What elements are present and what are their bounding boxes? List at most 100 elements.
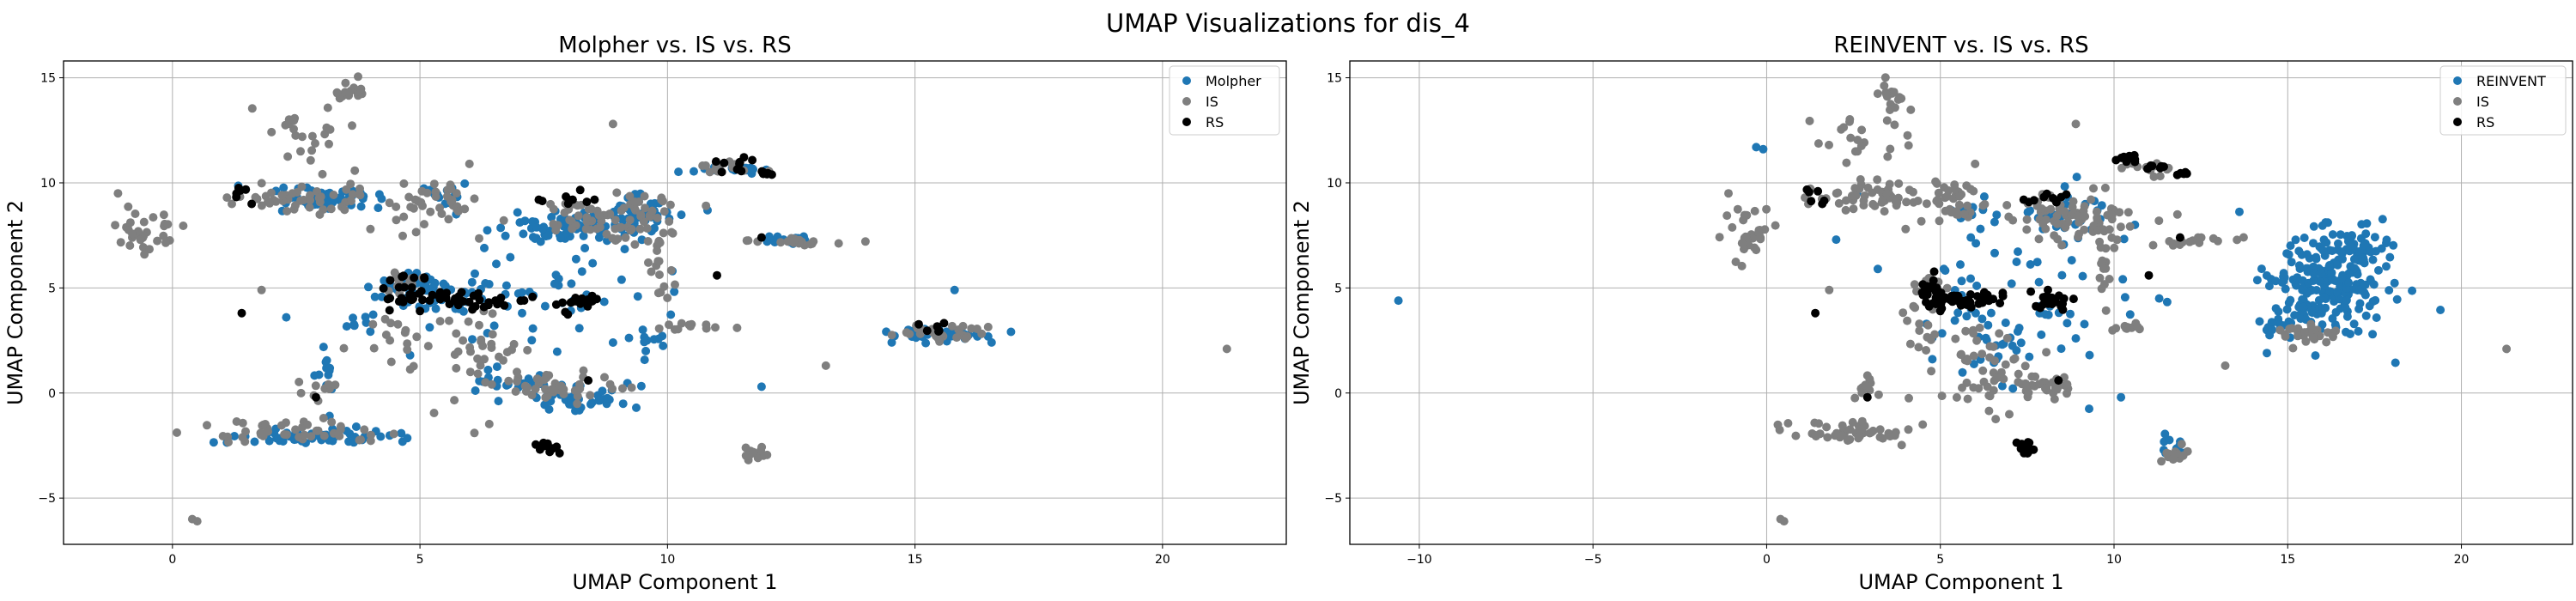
scatter-point xyxy=(1870,201,1880,210)
scatter-point xyxy=(1978,366,1988,375)
scatter-point xyxy=(1903,316,1912,325)
scatter-point xyxy=(519,296,529,305)
scatter-point xyxy=(2293,324,2303,333)
scatter-point xyxy=(1845,425,1855,434)
scatter-point xyxy=(1752,246,1761,255)
scatter-point xyxy=(2330,320,2340,330)
scatter-point xyxy=(284,115,294,124)
scatter-point xyxy=(2372,313,2381,322)
scatter-point xyxy=(934,326,944,336)
scatter-point xyxy=(621,233,630,242)
scatter-point xyxy=(1779,517,1789,526)
scatter-point xyxy=(1984,320,1993,330)
scatter-point xyxy=(392,202,401,211)
scatter-point xyxy=(310,371,319,380)
scatter-point xyxy=(546,199,556,209)
scatter-point xyxy=(1910,280,1919,289)
scatter-point xyxy=(307,131,317,141)
scatter-point xyxy=(2060,380,2069,390)
legend-marker xyxy=(2453,118,2462,126)
legend-marker xyxy=(1182,118,1191,126)
scatter-point xyxy=(307,146,317,155)
scatter-point xyxy=(2020,361,2030,371)
scatter-point xyxy=(2157,457,2166,466)
scatter-point xyxy=(291,201,300,210)
scatter-point xyxy=(1905,339,1915,349)
scatter-point xyxy=(1006,327,1016,337)
scatter-point xyxy=(1733,204,1742,214)
scatter-point xyxy=(459,336,468,345)
scatter-point xyxy=(1927,367,1936,376)
scatter-point xyxy=(2125,222,2135,231)
scatter-point xyxy=(1942,283,1952,293)
scatter-point xyxy=(1952,392,1961,402)
scatter-point xyxy=(2365,301,2374,311)
data-points xyxy=(111,72,1231,526)
scatter-point xyxy=(2092,207,2101,216)
scatter-point xyxy=(1935,216,1944,226)
scatter-point xyxy=(501,231,510,240)
scatter-point xyxy=(2355,299,2365,308)
scatter-point xyxy=(2295,264,2305,273)
scatter-point xyxy=(241,185,251,194)
scatter-point xyxy=(2324,262,2334,271)
scatter-point xyxy=(2008,384,2018,393)
scatter-point xyxy=(523,383,532,392)
scatter-point xyxy=(291,425,301,434)
scatter-point xyxy=(296,388,306,398)
scatter-point xyxy=(474,288,483,298)
scatter-point xyxy=(368,310,378,319)
scatter-point xyxy=(659,282,669,291)
scatter-point xyxy=(1891,197,1900,206)
axes-frame xyxy=(63,60,1287,545)
scatter-point xyxy=(1886,432,1895,441)
scatter-point xyxy=(552,442,562,452)
scatter-point xyxy=(540,301,550,311)
scatter-point xyxy=(480,355,489,364)
scatter-point xyxy=(2361,311,2371,320)
scatter-point xyxy=(2196,233,2206,242)
chart-title: REINVENT vs. IS vs. RS xyxy=(1833,33,2088,58)
scatter-point xyxy=(1969,360,1978,368)
scatter-point xyxy=(1771,221,1780,230)
scatter-point xyxy=(507,345,516,355)
scatter-point xyxy=(2016,338,2026,348)
scatter-point xyxy=(2315,276,2324,286)
scatter-point xyxy=(366,224,375,234)
series-rs xyxy=(232,153,949,458)
scatter-point xyxy=(471,301,480,311)
scatter-point xyxy=(1935,307,1945,316)
scatter-point xyxy=(653,246,662,255)
scatter-point xyxy=(588,258,598,268)
scatter-point xyxy=(972,325,981,333)
scatter-point xyxy=(702,324,711,333)
scatter-point xyxy=(2073,211,2082,221)
scatter-point xyxy=(499,216,508,225)
scatter-point xyxy=(361,318,371,327)
scatter-point xyxy=(1903,131,1912,140)
scatter-point xyxy=(429,409,439,417)
scatter-point xyxy=(2221,361,2230,370)
scatter-point xyxy=(2057,344,2066,354)
scatter-point xyxy=(2322,337,2331,347)
scatter-point xyxy=(425,323,434,332)
scatter-point xyxy=(305,203,314,212)
scatter-point xyxy=(2281,284,2290,294)
scatter-point xyxy=(2007,279,2016,288)
scatter-point xyxy=(902,328,911,337)
scatter-point xyxy=(140,250,149,259)
scatter-point xyxy=(1731,258,1741,266)
scatter-point xyxy=(416,307,425,316)
scatter-point xyxy=(701,161,710,170)
scatter-point xyxy=(1984,406,1994,416)
scatter-point xyxy=(633,292,642,301)
scatter-point xyxy=(283,207,292,216)
scatter-point xyxy=(551,226,561,235)
scatter-point xyxy=(1897,440,1906,450)
scatter-point xyxy=(1724,189,1733,198)
scatter-point xyxy=(643,237,653,246)
scatter-point xyxy=(2008,341,2017,350)
scatter-point xyxy=(136,235,145,245)
scatter-point xyxy=(2377,244,2386,253)
scatter-point xyxy=(1839,123,1849,132)
